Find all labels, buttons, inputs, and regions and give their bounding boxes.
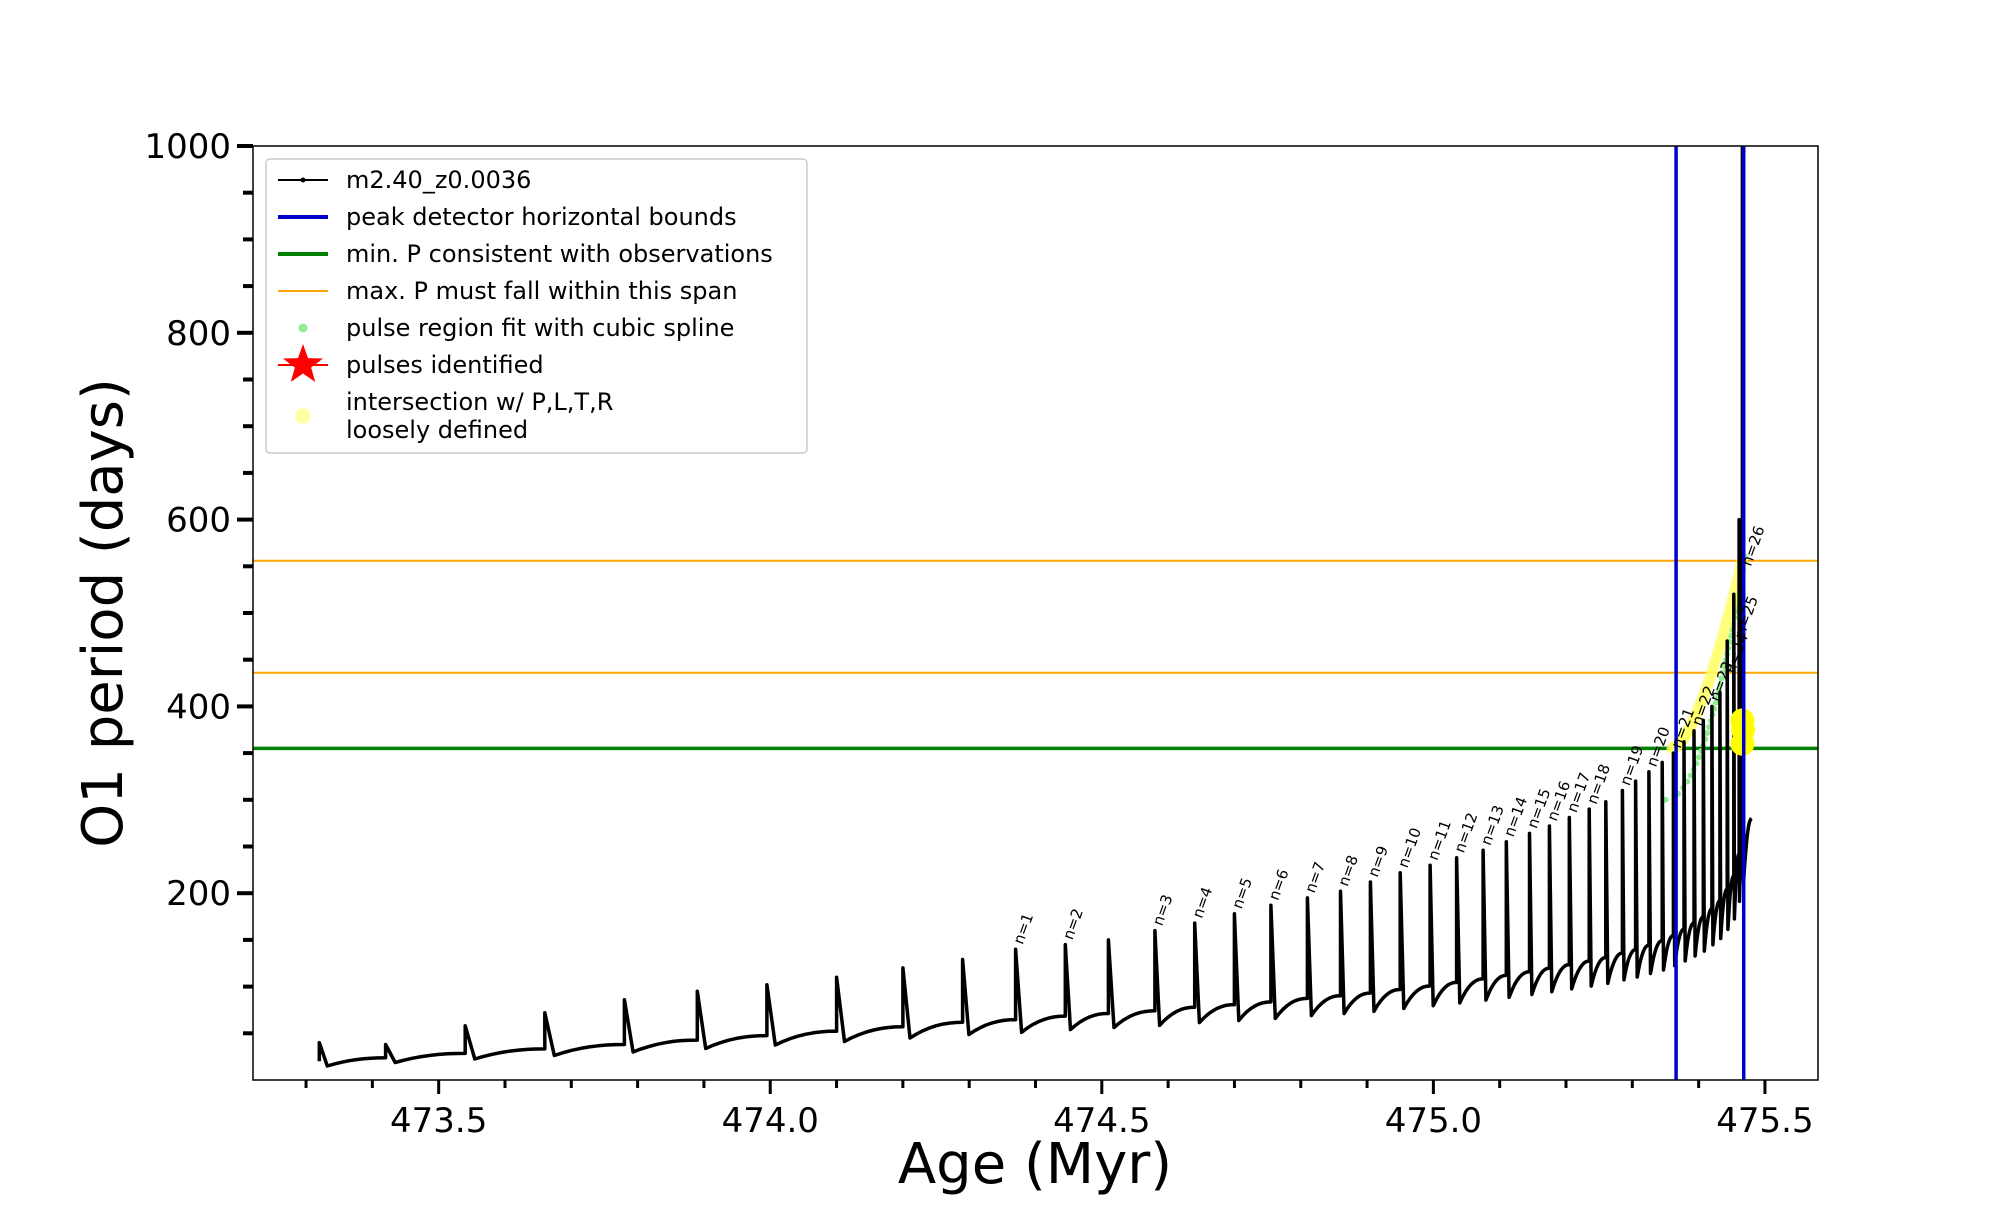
pulse-label: n=3 [1149, 892, 1177, 928]
spline-point [1720, 669, 1727, 676]
legend-box [265, 158, 808, 454]
star-icon [283, 344, 323, 382]
legend-marker-dot [300, 177, 306, 183]
y-axis-title: O1 period (days) [71, 378, 136, 848]
pulse-label: n=8 [1334, 853, 1362, 889]
spline-point [1704, 730, 1711, 737]
y-tick-label: 1000 [144, 127, 231, 167]
legend-label: m2.40_z0.0036 [346, 166, 531, 194]
x-tick-label: 475.5 [1716, 1101, 1813, 1141]
x-tick-label: 475.0 [1385, 1101, 1482, 1141]
legend-label: max. P must fall within this span [346, 277, 737, 305]
series-line [317, 146, 1753, 1068]
pulse-label: n=9 [1364, 843, 1392, 879]
pulse-label: n=12 [1450, 810, 1481, 855]
y-tick-label: 200 [166, 874, 231, 914]
y-tick-label: 600 [166, 501, 231, 541]
x-axis-title: Age (Myr) [898, 1132, 1172, 1197]
pulse-label: n=5 [1228, 875, 1256, 911]
legend-label-line2: loosely defined [346, 416, 528, 444]
axes: 473.5 474.0 474.5 475.0 475.5 200 400 600 800 100… [144, 127, 1813, 1141]
legend-label: pulses identified [346, 351, 544, 379]
pulse-label: n=7 [1301, 859, 1329, 895]
pulse-label: n=1 [1009, 911, 1037, 947]
y-tick-label: 800 [166, 314, 231, 354]
spline-point [1687, 772, 1694, 779]
legend-label: peak detector horizontal bounds [346, 203, 737, 231]
pulse-label: n=10 [1394, 825, 1425, 870]
legend-marker [295, 408, 311, 424]
y-tick-label: 400 [166, 687, 231, 727]
spline-point [1717, 681, 1724, 688]
legend-label: pulse region fit with cubic spline [346, 314, 734, 342]
spline-point [1712, 699, 1719, 706]
x-tick-label: 474.0 [722, 1101, 819, 1141]
spline-point [1695, 754, 1702, 761]
x-tick-label: 473.5 [390, 1101, 487, 1141]
legend-label: intersection w/ P,L,T,R [346, 388, 613, 416]
pulse-label: n=2 [1059, 906, 1087, 942]
x-tick-label: 474.5 [1053, 1101, 1150, 1141]
spline-point [1718, 675, 1725, 682]
legend-label: min. P consistent with observations [346, 240, 773, 268]
legend-marker [298, 323, 308, 333]
pulse-label: n=6 [1265, 867, 1293, 903]
pulse-label: n=4 [1189, 885, 1217, 921]
pulse-label: n=11 [1424, 818, 1455, 863]
